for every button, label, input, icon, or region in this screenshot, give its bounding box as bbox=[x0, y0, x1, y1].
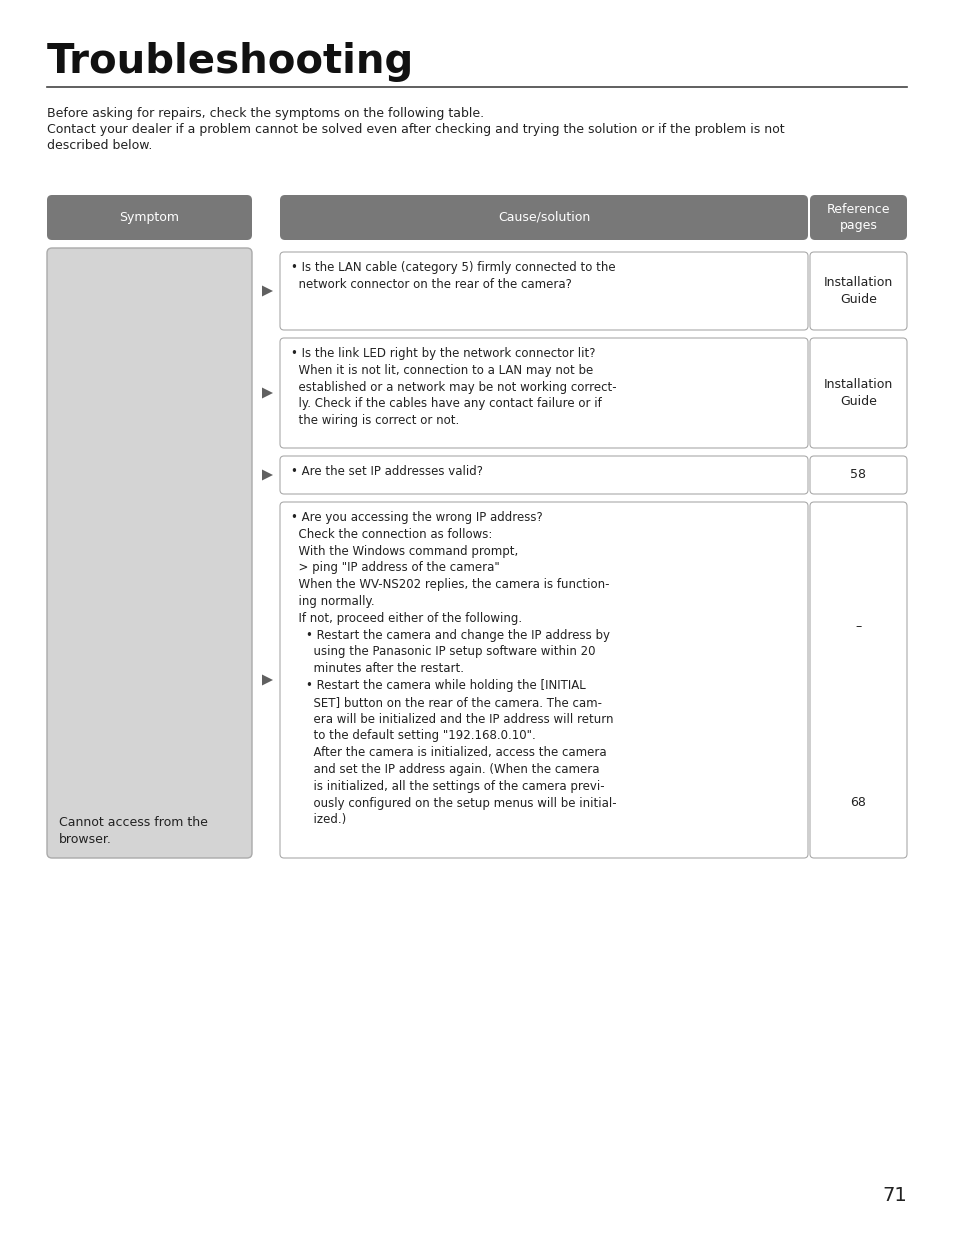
FancyBboxPatch shape bbox=[280, 195, 807, 240]
FancyBboxPatch shape bbox=[280, 252, 807, 330]
Text: Installation
Guide: Installation Guide bbox=[823, 379, 892, 408]
Text: Before asking for repairs, check the symptoms on the following table.: Before asking for repairs, check the sym… bbox=[47, 106, 483, 120]
FancyBboxPatch shape bbox=[47, 247, 252, 858]
Polygon shape bbox=[262, 387, 273, 398]
FancyBboxPatch shape bbox=[809, 338, 906, 448]
FancyBboxPatch shape bbox=[809, 456, 906, 494]
Polygon shape bbox=[262, 674, 273, 685]
FancyBboxPatch shape bbox=[809, 195, 906, 240]
FancyBboxPatch shape bbox=[280, 502, 807, 858]
Text: Cannot access from the
browser.: Cannot access from the browser. bbox=[59, 816, 208, 846]
Text: 68: 68 bbox=[850, 797, 865, 809]
Text: Symptom: Symptom bbox=[119, 212, 179, 224]
Text: –: – bbox=[855, 620, 861, 633]
Text: Troubleshooting: Troubleshooting bbox=[47, 42, 414, 82]
Text: Cause/solution: Cause/solution bbox=[497, 212, 590, 224]
FancyBboxPatch shape bbox=[809, 502, 906, 858]
Text: • Is the link LED right by the network connector lit?
  When it is not lit, conn: • Is the link LED right by the network c… bbox=[291, 348, 616, 427]
FancyBboxPatch shape bbox=[280, 338, 807, 448]
FancyBboxPatch shape bbox=[47, 195, 252, 240]
Text: • Are you accessing the wrong IP address?
  Check the connection as follows:
  W: • Are you accessing the wrong IP address… bbox=[291, 511, 616, 826]
Text: Reference
pages: Reference pages bbox=[826, 203, 889, 233]
FancyBboxPatch shape bbox=[280, 456, 807, 494]
Polygon shape bbox=[262, 286, 273, 297]
Text: • Are the set IP addresses valid?: • Are the set IP addresses valid? bbox=[291, 465, 482, 477]
Polygon shape bbox=[262, 470, 273, 480]
Text: 58: 58 bbox=[850, 469, 865, 481]
Text: described below.: described below. bbox=[47, 139, 152, 152]
Text: Installation
Guide: Installation Guide bbox=[823, 276, 892, 306]
Text: • Is the LAN cable (category 5) firmly connected to the
  network connector on t: • Is the LAN cable (category 5) firmly c… bbox=[291, 261, 615, 291]
Text: 71: 71 bbox=[882, 1186, 906, 1205]
FancyBboxPatch shape bbox=[809, 252, 906, 330]
Text: Contact your dealer if a problem cannot be solved even after checking and trying: Contact your dealer if a problem cannot … bbox=[47, 122, 783, 136]
